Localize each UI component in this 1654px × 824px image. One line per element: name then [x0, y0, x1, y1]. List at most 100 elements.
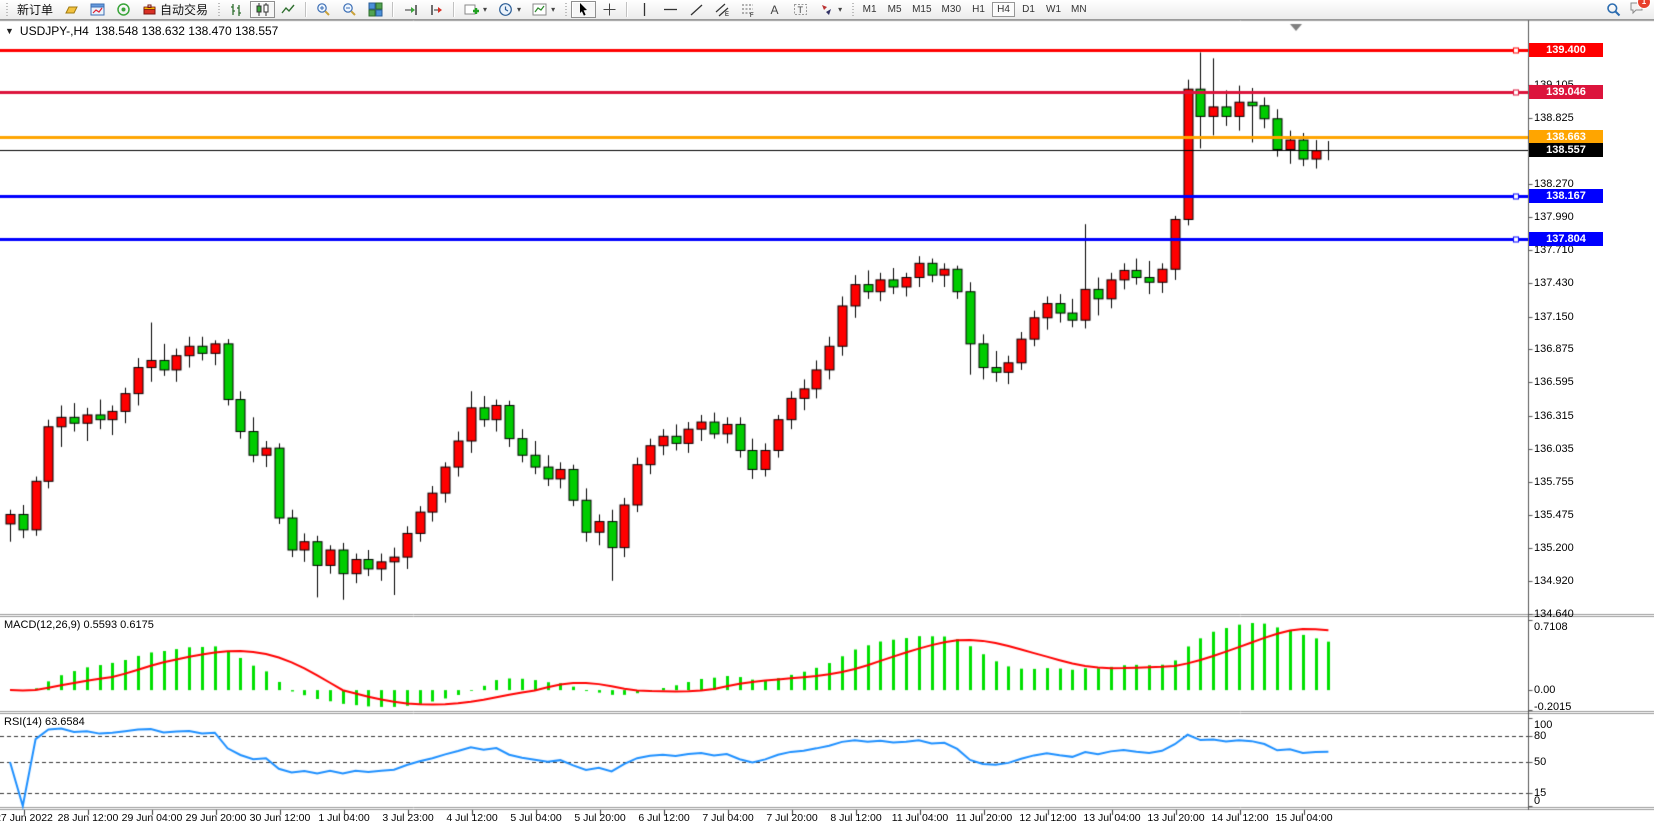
ohlc-bars-icon — [229, 2, 244, 17]
timeframe-button-mn[interactable]: MN — [1071, 4, 1087, 15]
signals-button[interactable] — [111, 1, 136, 18]
timeframe-button-m30[interactable]: M30 — [941, 4, 961, 15]
zoom-in-icon — [316, 2, 331, 17]
price-tick-label: 135.200 — [1534, 541, 1574, 554]
chart-shift-button[interactable] — [424, 1, 449, 18]
chart-legend: ▼ USDJPY-,H4 138.548 138.632 138.470 138… — [5, 24, 278, 38]
timeframe-button-w1[interactable]: W1 — [1046, 4, 1061, 15]
tile-windows-button[interactable] — [363, 1, 388, 18]
auto-scroll-button[interactable] — [398, 1, 423, 18]
equidistant-channel-icon: E — [715, 2, 730, 18]
price-tick-label: 138.825 — [1534, 112, 1574, 125]
channel-tool-button[interactable]: E — [710, 1, 735, 18]
hline-price-badge: 139.400 — [1529, 43, 1603, 58]
time-axis-label: 30 Jun 12:00 — [249, 812, 311, 824]
timeframe-button-h1[interactable]: H1 — [972, 4, 985, 15]
rsi-axis-label: 50 — [1534, 756, 1547, 768]
time-axis-label: 6 Jul 12:00 — [638, 812, 690, 824]
timeframe-button-m5[interactable]: M5 — [887, 4, 902, 15]
svg-text:A: A — [771, 3, 779, 17]
new-order-button[interactable]: 新订单 — [12, 1, 58, 18]
hline-price-badge: 137.804 — [1529, 232, 1603, 247]
time-axis-label: 11 Jul 04:00 — [891, 812, 949, 824]
time-axis-label: 11 Jul 20:00 — [955, 812, 1013, 824]
chevron-down-icon: ▾ — [838, 5, 843, 14]
chart-symbol-period: USDJPY-,H4 — [19, 24, 89, 38]
fibonacci-icon: F — [741, 2, 756, 19]
macd-indicator-label: MACD(12,26,9) 0.5593 0.6175 — [4, 619, 154, 631]
price-tick-label: 134.640 — [1534, 607, 1574, 620]
line-chart-icon — [281, 2, 296, 17]
arrows-tool-button[interactable]: ▾ — [814, 1, 847, 18]
rsi-indicator-label: RSI(14) 63.6584 — [4, 716, 85, 728]
toolbar-separator — [626, 2, 629, 17]
one-click-collapse-icon[interactable]: ▼ — [5, 26, 14, 36]
price-tick-label: 136.315 — [1534, 409, 1574, 422]
vertical-line-tool-button[interactable] — [632, 1, 657, 18]
current-price-badge: 138.557 — [1529, 142, 1603, 157]
timeframe-button-m1[interactable]: M1 — [862, 4, 877, 15]
zoom-out-icon — [342, 2, 357, 17]
svg-text:T: T — [798, 5, 804, 15]
chevron-down-icon: ▾ — [483, 5, 488, 14]
price-tick-label: 136.595 — [1534, 376, 1574, 389]
svg-text:F: F — [750, 13, 754, 17]
time-axis-label: 14 Jul 12:00 — [1211, 812, 1269, 824]
hline-price-badge: 138.663 — [1529, 130, 1603, 145]
horizontal-line-icon — [663, 2, 678, 17]
bar-chart-mode-button[interactable] — [224, 1, 249, 18]
notification-badge: 1 — [1638, 0, 1650, 8]
periods-button[interactable]: ▾ — [493, 1, 526, 18]
chat-button[interactable]: 1 — [1629, 0, 1650, 20]
price-tick-label: 137.430 — [1534, 277, 1574, 290]
hline-price-badge: 138.167 — [1529, 189, 1603, 204]
macd-axis-label: 0.7108 — [1534, 621, 1568, 633]
toolbar-grip — [563, 2, 569, 17]
text-icon: A — [767, 2, 782, 17]
zoom-out-button[interactable] — [337, 1, 362, 18]
open-chart-button[interactable] — [85, 1, 110, 18]
zoom-in-button[interactable] — [311, 1, 336, 18]
chart-shift-icon — [429, 2, 444, 17]
gold-bar-icon — [64, 2, 79, 17]
crosshair-tool-button[interactable] — [597, 1, 622, 18]
autotrading-label: 自动交易 — [160, 3, 209, 17]
time-axis-label: 27 Jun 2022 — [0, 812, 53, 824]
add-indicator-plus-icon — [464, 2, 480, 17]
auto-scroll-icon — [403, 2, 418, 17]
line-chart-mode-button[interactable] — [276, 1, 301, 18]
macd-axis-label: -0.2015 — [1534, 701, 1572, 713]
search-icon[interactable] — [1606, 2, 1621, 17]
price-tick-label: 138.270 — [1534, 177, 1574, 190]
text-tool-button[interactable]: A — [762, 1, 787, 18]
vertical-line-icon — [637, 2, 652, 17]
toolbar-grip — [216, 2, 222, 17]
tile-windows-icon — [368, 2, 383, 17]
time-axis-label: 4 Jul 12:00 — [446, 812, 498, 824]
time-axis-label: 7 Jul 04:00 — [702, 812, 754, 824]
candlestick-mode-button[interactable] — [250, 1, 276, 18]
toolbar-separator — [305, 2, 308, 17]
toolbar-right-group: 1 — [1606, 0, 1650, 20]
cursor-tool-button[interactable] — [571, 1, 597, 18]
add-indicator-button[interactable]: ▾ — [459, 1, 492, 18]
time-axis-label: 5 Jul 04:00 — [510, 812, 562, 824]
time-axis-label: 1 Jul 04:00 — [318, 812, 370, 824]
horizontal-line-tool-button[interactable] — [658, 1, 683, 18]
trendline-tool-button[interactable] — [684, 1, 709, 18]
timeframe-button-m15[interactable]: M15 — [912, 4, 932, 15]
autotrading-button[interactable]: 自动交易 — [137, 1, 213, 18]
gold-bar-button[interactable] — [59, 1, 84, 18]
rsi-axis-label: 100 — [1534, 719, 1553, 731]
rsi-axis-label: 80 — [1534, 729, 1547, 742]
toolbar-separator — [453, 2, 456, 17]
time-axis-label: 5 Jul 20:00 — [574, 812, 626, 824]
templates-button[interactable]: ▾ — [527, 1, 560, 18]
macd-axis-label: 0.00 — [1534, 684, 1556, 697]
fibonacci-tool-button[interactable]: F — [736, 1, 761, 19]
toolbox-icon — [142, 2, 157, 17]
timeframe-button-h4[interactable]: H4 — [992, 2, 1015, 17]
label-tool-button[interactable]: T — [788, 1, 813, 18]
timeframe-button-d1[interactable]: D1 — [1022, 4, 1035, 15]
